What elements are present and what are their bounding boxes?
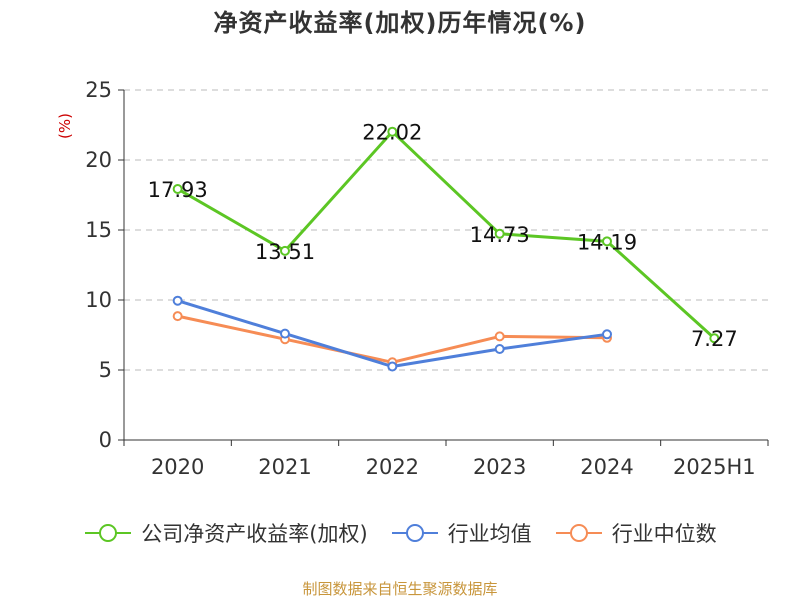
data-point bbox=[602, 329, 612, 340]
data-point bbox=[387, 126, 398, 137]
y-axis-unit-label: (%) bbox=[56, 113, 74, 139]
x-tick-label: 2024 bbox=[580, 455, 633, 479]
series-layer bbox=[172, 126, 720, 372]
series-line-0 bbox=[176, 130, 716, 340]
data-point bbox=[172, 183, 183, 194]
y-tick-label: 5 bbox=[99, 358, 112, 382]
line-marker-icon bbox=[391, 524, 438, 542]
legend: 公司净资产收益率(加权) 行业均值 行业中位数 bbox=[0, 518, 800, 548]
y-tick-label: 20 bbox=[85, 148, 112, 172]
legend-label-industry-median: 行业中位数 bbox=[611, 522, 717, 546]
y-tick-label: 0 bbox=[99, 428, 112, 452]
data-label: 17.93 bbox=[148, 178, 208, 202]
data-point bbox=[709, 333, 720, 344]
legend-item-company-roe[interactable]: 公司净资产收益率(加权) bbox=[83, 518, 368, 548]
data-point bbox=[494, 228, 505, 239]
data-point bbox=[280, 245, 290, 256]
legend-label-industry-mean: 行业均值 bbox=[447, 522, 532, 546]
series-line-1 bbox=[176, 299, 609, 368]
x-tick-label: 2025H1 bbox=[673, 455, 756, 479]
y-tick-label: 10 bbox=[85, 288, 112, 312]
x-tick-label: 2020 bbox=[151, 455, 204, 479]
grid-layer bbox=[124, 89, 768, 371]
y-tick-label: 25 bbox=[85, 78, 112, 102]
data-point bbox=[494, 344, 505, 354]
x-tick-label: 2021 bbox=[258, 455, 311, 479]
chart-title: 净资产收益率(加权)历年情况(%) bbox=[213, 9, 587, 37]
data-label: 7.27 bbox=[691, 327, 738, 351]
line-marker-icon bbox=[555, 524, 602, 542]
data-point bbox=[494, 331, 505, 342]
series-line-2 bbox=[176, 314, 609, 364]
data-point bbox=[280, 328, 290, 339]
data-point bbox=[602, 236, 612, 247]
line-marker-icon bbox=[85, 524, 132, 542]
x-tick-label: 2023 bbox=[473, 455, 526, 479]
data-label: 14.73 bbox=[470, 223, 530, 247]
axis-layer: 0 5 10 15 20 25 2020 2021 2022 2023 2024 2025H1 (%) bbox=[56, 78, 769, 479]
legend-item-industry-median[interactable]: 行业中位数 bbox=[554, 518, 717, 548]
x-tick-label: 2022 bbox=[366, 455, 419, 479]
data-label: 14.19 bbox=[577, 230, 637, 254]
source-note: 制图数据来自恒生聚源数据库 bbox=[302, 580, 498, 598]
data-point bbox=[172, 295, 183, 306]
label-layer: 17.93 13.51 22.02 14.73 14.19 7.27 bbox=[148, 121, 738, 352]
data-label: 13.51 bbox=[255, 240, 315, 264]
legend-item-industry-mean[interactable]: 行业均值 bbox=[390, 518, 532, 548]
y-tick-label: 15 bbox=[85, 218, 112, 242]
data-point bbox=[172, 311, 183, 322]
data-label: 22.02 bbox=[362, 121, 422, 145]
data-point bbox=[387, 361, 398, 372]
legend-label-company-roe: 公司净资产收益率(加权) bbox=[141, 522, 368, 546]
